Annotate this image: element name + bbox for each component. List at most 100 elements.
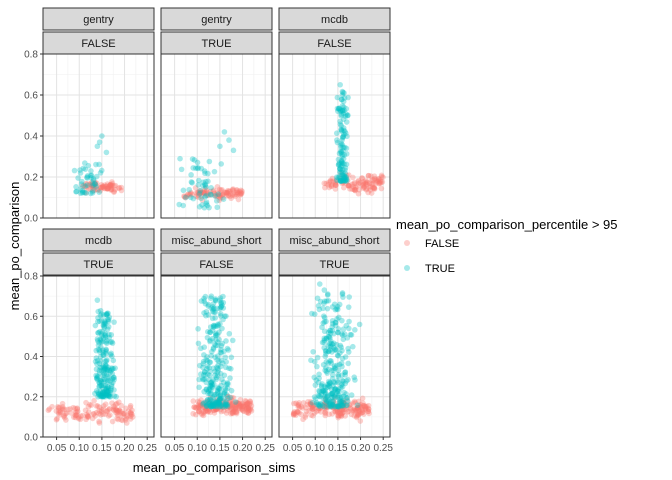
point-false bbox=[236, 405, 243, 412]
point-true bbox=[212, 193, 218, 199]
point-true bbox=[77, 170, 84, 176]
point-false bbox=[374, 179, 380, 185]
point-true bbox=[207, 338, 213, 345]
point-true bbox=[330, 382, 336, 388]
point-true bbox=[218, 343, 225, 349]
point-true bbox=[111, 376, 117, 383]
point-true bbox=[215, 321, 221, 328]
point-true bbox=[327, 330, 334, 337]
x-tick-label: 0.10 bbox=[188, 443, 208, 454]
point-true bbox=[100, 389, 107, 395]
point-true bbox=[343, 176, 350, 183]
point-false bbox=[239, 406, 246, 413]
point-true bbox=[207, 399, 213, 406]
point-true bbox=[81, 189, 88, 196]
point-false bbox=[49, 403, 55, 410]
point-false bbox=[216, 192, 223, 198]
point-true bbox=[208, 390, 214, 397]
point-false bbox=[318, 409, 324, 415]
point-true bbox=[338, 122, 345, 129]
point-true bbox=[308, 357, 314, 364]
point-true bbox=[103, 366, 110, 372]
point-true bbox=[208, 403, 214, 410]
point-false bbox=[111, 188, 117, 195]
point-true bbox=[343, 130, 349, 137]
point-false bbox=[290, 412, 297, 418]
point-true bbox=[334, 94, 341, 101]
point-true bbox=[340, 177, 346, 184]
point-true bbox=[180, 187, 187, 194]
point-true bbox=[226, 330, 233, 337]
point-true bbox=[92, 390, 98, 397]
point-true bbox=[198, 345, 204, 352]
point-false bbox=[345, 182, 352, 189]
point-false bbox=[363, 406, 369, 412]
point-false bbox=[229, 410, 235, 416]
point-false bbox=[118, 187, 125, 194]
point-true bbox=[317, 298, 324, 305]
point-true bbox=[327, 400, 333, 407]
point-true bbox=[98, 167, 105, 174]
point-false bbox=[232, 404, 238, 411]
point-true bbox=[350, 343, 356, 350]
point-true bbox=[207, 391, 213, 397]
point-false bbox=[224, 407, 231, 414]
point-true bbox=[310, 348, 316, 355]
point-true bbox=[104, 310, 110, 317]
point-true bbox=[224, 403, 231, 410]
point-true bbox=[338, 159, 345, 165]
point-false bbox=[230, 406, 237, 412]
point-false bbox=[205, 408, 211, 415]
point-false bbox=[218, 192, 225, 199]
point-true bbox=[313, 399, 320, 406]
point-true bbox=[339, 158, 345, 165]
point-false bbox=[228, 410, 234, 417]
point-false bbox=[108, 186, 115, 193]
point-false bbox=[334, 408, 341, 414]
point-true bbox=[318, 388, 325, 395]
point-false bbox=[334, 409, 341, 416]
point-true bbox=[92, 181, 98, 187]
point-true bbox=[346, 318, 352, 325]
point-true bbox=[320, 320, 327, 326]
point-false bbox=[193, 193, 200, 200]
point-false bbox=[211, 407, 217, 414]
point-false bbox=[107, 182, 113, 188]
point-true bbox=[215, 399, 222, 406]
point-false bbox=[203, 402, 210, 408]
point-true bbox=[340, 125, 347, 131]
point-true bbox=[319, 324, 325, 331]
point-true bbox=[92, 181, 98, 187]
point-true bbox=[327, 343, 334, 350]
point-false bbox=[247, 400, 254, 407]
facet-strip-label: misc_abund_short bbox=[290, 235, 380, 247]
point-true bbox=[96, 384, 102, 390]
point-true bbox=[338, 401, 344, 408]
point-true bbox=[102, 391, 108, 398]
point-false bbox=[216, 194, 223, 200]
point-false bbox=[323, 401, 330, 407]
point-true bbox=[97, 312, 104, 319]
point-true bbox=[207, 359, 214, 366]
point-true bbox=[198, 165, 205, 172]
point-true bbox=[196, 376, 202, 383]
point-true bbox=[323, 350, 329, 357]
point-false bbox=[223, 398, 230, 404]
point-true bbox=[356, 321, 363, 328]
point-true bbox=[93, 161, 99, 168]
point-false bbox=[351, 180, 358, 186]
point-true bbox=[101, 364, 108, 371]
point-true bbox=[315, 303, 322, 309]
point-true bbox=[228, 354, 235, 361]
point-true bbox=[208, 403, 214, 410]
facet-strip-label: gentry bbox=[201, 14, 232, 26]
point-false bbox=[302, 414, 309, 420]
point-true bbox=[103, 392, 110, 399]
point-true bbox=[339, 163, 345, 169]
point-true bbox=[321, 337, 328, 344]
point-false bbox=[291, 400, 297, 407]
point-false bbox=[114, 408, 120, 414]
point-false bbox=[348, 411, 355, 418]
point-false bbox=[108, 186, 115, 193]
point-false bbox=[354, 183, 360, 189]
